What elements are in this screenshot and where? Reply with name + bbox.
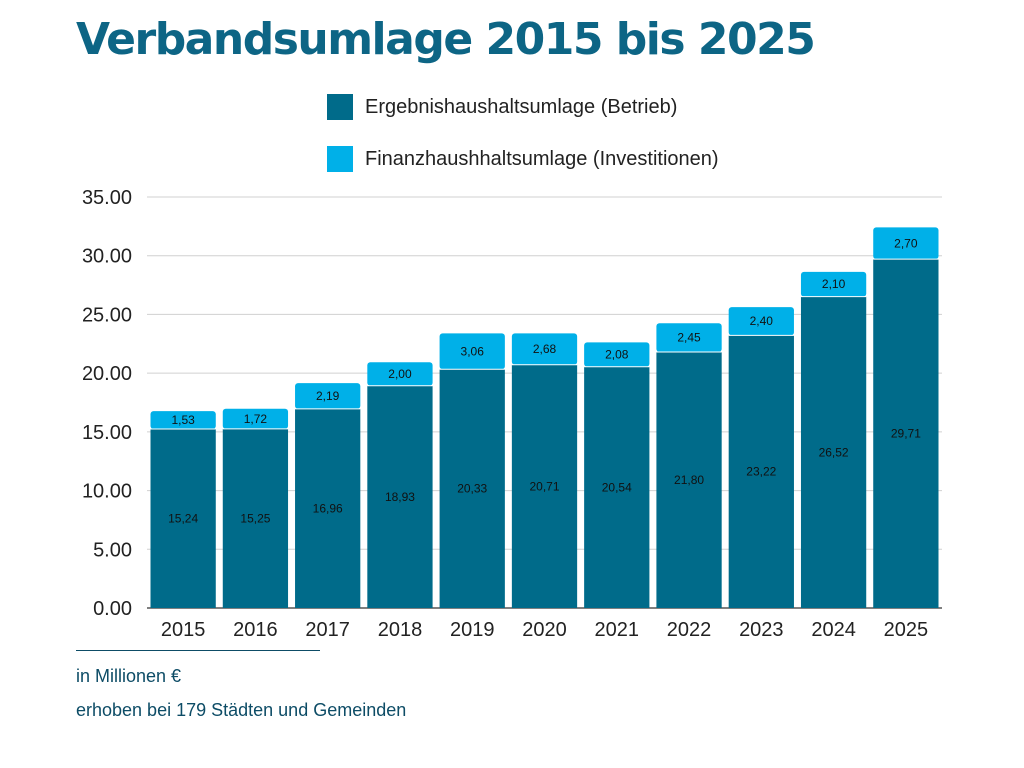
bar-investitionen xyxy=(511,333,578,365)
bar-betrieb xyxy=(295,408,361,608)
bar-investitionen xyxy=(873,227,939,260)
x-tick-label: 2017 xyxy=(305,619,350,641)
bar-investitionen xyxy=(728,307,794,336)
bar-investitionen xyxy=(367,362,433,386)
data-label: 23,22 xyxy=(746,465,776,479)
legend-label-investitionen: Finanzhaushhaltsumlage (Investitionen) xyxy=(365,147,719,170)
data-label: 2,70 xyxy=(894,236,918,250)
bar-investitionen xyxy=(150,411,216,430)
data-label: 20,54 xyxy=(602,480,632,494)
data-label: 2,08 xyxy=(605,348,629,362)
x-tick-label: 2025 xyxy=(884,619,929,641)
data-label: 2,10 xyxy=(822,277,846,291)
data-label: 15,25 xyxy=(240,511,270,525)
data-label: 2,68 xyxy=(533,342,557,356)
bar-investitionen xyxy=(222,408,289,429)
data-label: 18,93 xyxy=(385,490,415,504)
bar-betrieb xyxy=(367,385,433,608)
bars: 15,24 1,53 15,25 1,72 16,96 2,19 18,93 2,00 20,3… xyxy=(150,227,939,608)
footnote-unit: in Millionen € xyxy=(76,666,182,686)
bar-investitionen xyxy=(584,342,650,367)
x-tick-label: 2018 xyxy=(378,619,423,641)
legend-swatch-betrieb xyxy=(327,94,353,120)
data-label: 26,52 xyxy=(819,445,849,459)
legend-swatch-investitionen xyxy=(327,146,353,172)
data-label: 2,00 xyxy=(388,367,412,381)
x-tick-label: 2019 xyxy=(450,619,495,641)
data-label: 1,72 xyxy=(244,412,268,426)
y-tick-label: 15.00 xyxy=(82,422,132,444)
data-label: 3,06 xyxy=(461,344,485,358)
bar-investitionen xyxy=(656,323,722,353)
x-tick-label: 2022 xyxy=(667,619,712,641)
x-axis-ticks: 2015 2016 2017 2018 2019 2020 2021 2022 2023 2024… xyxy=(161,619,928,641)
bar-betrieb xyxy=(222,428,289,608)
footer-divider xyxy=(76,650,320,651)
y-tick-label: 30.00 xyxy=(82,246,132,268)
data-label: 20,33 xyxy=(457,482,487,496)
y-tick-label: 35.00 xyxy=(82,187,132,209)
bar-betrieb xyxy=(584,366,650,608)
data-label: 16,96 xyxy=(313,501,343,515)
x-tick-label: 2021 xyxy=(595,619,640,641)
y-tick-label: 0.00 xyxy=(93,598,132,620)
y-tick-label: 25.00 xyxy=(82,304,132,326)
data-label: 15,24 xyxy=(168,512,198,526)
data-label: 20,71 xyxy=(529,479,559,493)
x-tick-label: 2023 xyxy=(739,619,784,641)
x-tick-label: 2024 xyxy=(811,619,856,641)
data-label: 1,53 xyxy=(171,413,195,427)
data-label: 2,45 xyxy=(677,331,701,345)
legend-item-investitionen: Finanzhaushhaltsumlage (Investitionen) xyxy=(327,144,719,174)
data-label: 21,80 xyxy=(674,473,704,487)
bar-betrieb xyxy=(150,429,216,608)
footnote-source: erhoben bei 179 Städten und Gemeinden xyxy=(76,700,407,720)
x-tick-label: 2015 xyxy=(161,619,206,641)
y-axis-ticks: 0.00 5.00 10.00 15.00 20.00 25.00 30.00 35.00 xyxy=(82,187,132,620)
bar-betrieb xyxy=(800,296,867,608)
legend: Ergebnishaushaltsumlage (Betrieb) Finanz… xyxy=(327,92,719,196)
bar-investitionen xyxy=(295,383,361,409)
bar-betrieb xyxy=(728,335,794,608)
legend-item-betrieb: Ergebnishaushaltsumlage (Betrieb) xyxy=(327,92,719,122)
x-tick-label: 2020 xyxy=(522,619,567,641)
y-tick-label: 10.00 xyxy=(82,481,132,503)
data-label: 2,40 xyxy=(750,314,774,328)
legend-label-betrieb: Ergebnishaushaltsumlage (Betrieb) xyxy=(365,95,678,118)
bar-betrieb xyxy=(873,259,939,608)
bar-investitionen xyxy=(439,333,505,370)
x-tick-label: 2016 xyxy=(233,619,278,641)
chart-title: Verbandsumlage 2015 bis 2025 xyxy=(76,14,816,65)
y-tick-label: 5.00 xyxy=(93,539,132,561)
bar-betrieb xyxy=(439,369,505,608)
y-tick-label: 20.00 xyxy=(82,363,132,385)
bar-betrieb xyxy=(656,352,722,608)
bar-betrieb xyxy=(511,364,578,608)
bar-investitionen xyxy=(800,271,867,297)
data-label: 2,19 xyxy=(316,389,340,403)
data-label: 29,71 xyxy=(891,427,921,441)
